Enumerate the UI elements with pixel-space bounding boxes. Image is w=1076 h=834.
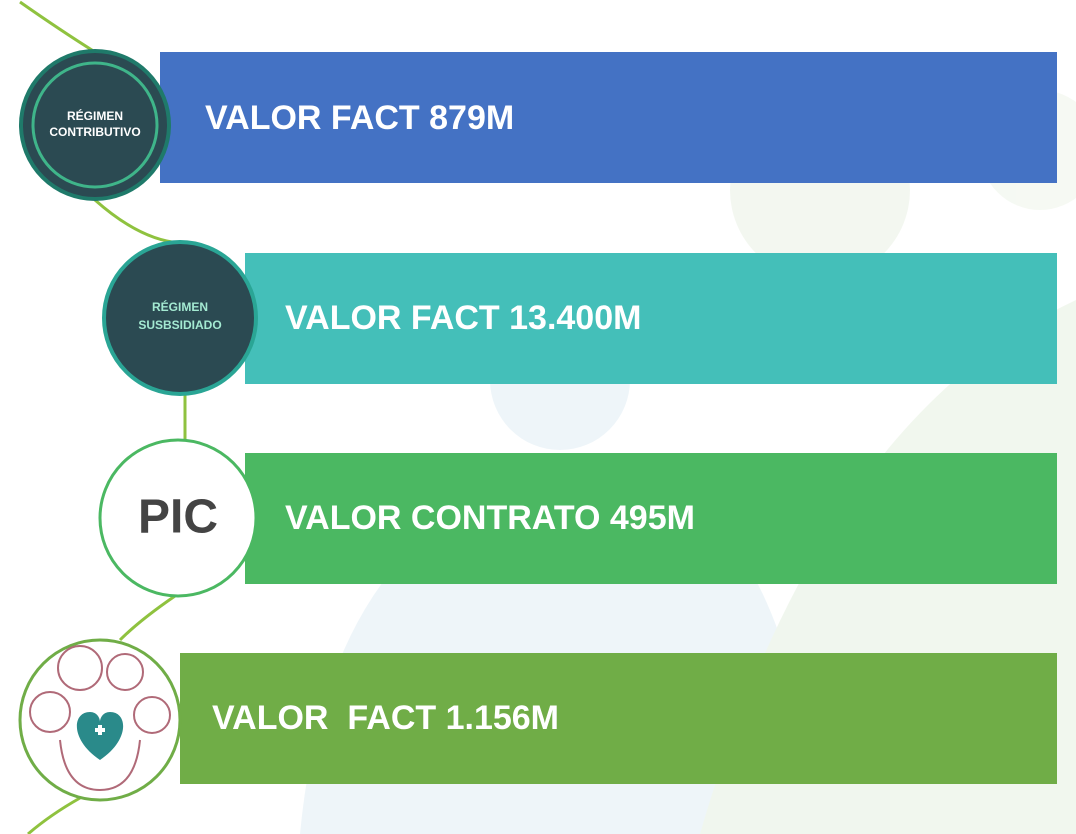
- circle-badge: RÉGIMEN SUSBSIDIADO: [104, 242, 256, 394]
- badge-text: SUSBSIDIADO: [138, 318, 221, 332]
- diagram: VALOR FACT 879M VALOR FACT 13.400M VALOR…: [0, 0, 1076, 834]
- circle-badge: [20, 640, 180, 800]
- bar-label: VALOR FACT 879M: [205, 99, 514, 137]
- bar-label: VALOR FACT 13.400M: [285, 299, 641, 337]
- circle-badge: PIC: [100, 440, 256, 596]
- badge-text: CONTRIBUTIVO: [49, 125, 140, 139]
- badge-text: RÉGIMEN: [67, 108, 123, 123]
- badge-text: RÉGIMEN: [152, 299, 208, 314]
- page: VALOR FACT 879M VALOR FACT 13.400M VALOR…: [0, 0, 1076, 834]
- circle-badge: RÉGIMEN CONTRIBUTIVO: [21, 51, 169, 199]
- badge-text: PIC: [138, 491, 218, 544]
- bar-label: VALOR CONTRATO 495M: [285, 499, 695, 537]
- bar-label: VALOR FACT 1.156M: [212, 699, 559, 737]
